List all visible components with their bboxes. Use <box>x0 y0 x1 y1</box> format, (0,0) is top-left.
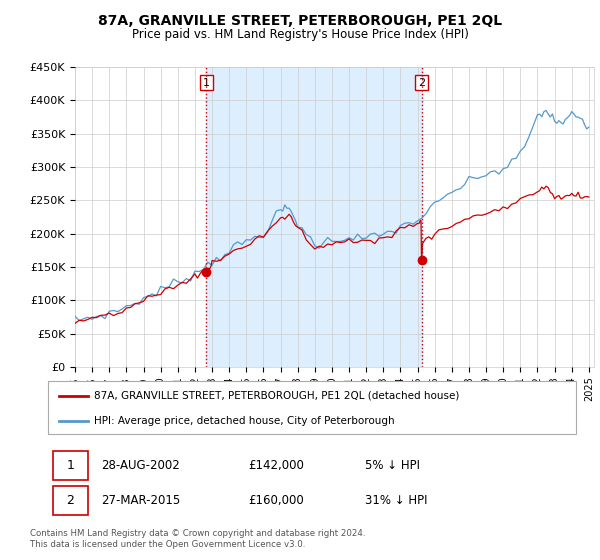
Text: £142,000: £142,000 <box>248 459 305 472</box>
Text: 27-MAR-2015: 27-MAR-2015 <box>101 494 180 507</box>
Text: £160,000: £160,000 <box>248 494 304 507</box>
Bar <box>206 67 422 367</box>
Text: 87A, GRANVILLE STREET, PETERBOROUGH, PE1 2QL (detached house): 87A, GRANVILLE STREET, PETERBOROUGH, PE1… <box>94 391 460 401</box>
Text: 28-AUG-2002: 28-AUG-2002 <box>101 459 179 472</box>
Text: 1: 1 <box>67 459 74 472</box>
Text: HPI: Average price, detached house, City of Peterborough: HPI: Average price, detached house, City… <box>94 416 395 426</box>
Text: 2: 2 <box>418 78 425 88</box>
Text: 2: 2 <box>67 494 74 507</box>
FancyBboxPatch shape <box>53 486 88 515</box>
FancyBboxPatch shape <box>53 450 88 480</box>
FancyBboxPatch shape <box>48 381 576 434</box>
Text: 5% ↓ HPI: 5% ↓ HPI <box>365 459 420 472</box>
Text: Contains HM Land Registry data © Crown copyright and database right 2024.
This d: Contains HM Land Registry data © Crown c… <box>30 529 365 549</box>
Text: 31% ↓ HPI: 31% ↓ HPI <box>365 494 427 507</box>
Text: 1: 1 <box>203 78 210 88</box>
Text: 87A, GRANVILLE STREET, PETERBOROUGH, PE1 2QL: 87A, GRANVILLE STREET, PETERBOROUGH, PE1… <box>98 14 502 28</box>
Text: Price paid vs. HM Land Registry's House Price Index (HPI): Price paid vs. HM Land Registry's House … <box>131 28 469 41</box>
